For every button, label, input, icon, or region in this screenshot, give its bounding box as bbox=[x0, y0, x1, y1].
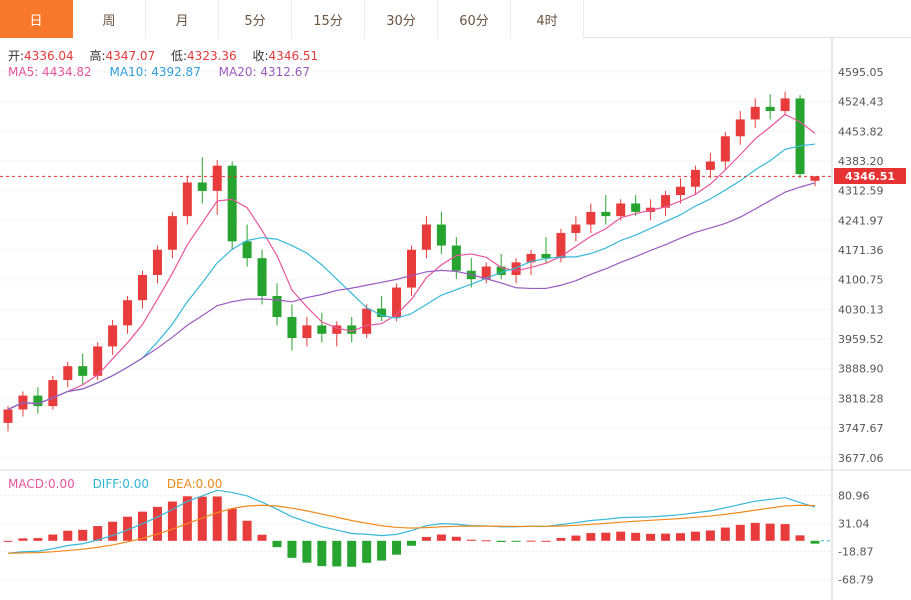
tab-day[interactable]: 日 bbox=[0, 0, 73, 38]
macd-histogram bbox=[3, 496, 820, 567]
price-axis-label: 3818.28 bbox=[838, 392, 884, 405]
price-axis-label: 4030.13 bbox=[838, 303, 884, 316]
macd-axis-label: 31.04 bbox=[838, 517, 870, 530]
price-axis-label: 4100.75 bbox=[838, 274, 884, 287]
chart-borders bbox=[0, 38, 911, 600]
tab-month[interactable]: 月 bbox=[146, 0, 219, 38]
open-label: 开: bbox=[8, 49, 25, 63]
macd-axis-label: 80.96 bbox=[838, 489, 870, 502]
macd-legend-value: MACD:0.00 bbox=[8, 477, 75, 491]
price-axis-label: 4453.82 bbox=[838, 125, 884, 138]
price-axis-label: 3677.06 bbox=[838, 452, 884, 465]
tab-15min[interactable]: 15分 bbox=[292, 0, 365, 38]
price-axis-label: 3888.90 bbox=[838, 363, 884, 376]
macd-lines bbox=[7, 489, 816, 554]
tab-5min[interactable]: 5分 bbox=[219, 0, 292, 38]
candles bbox=[3, 91, 820, 432]
tab-4hour[interactable]: 4时 bbox=[511, 0, 584, 38]
timeframe-tabs: 日 周 月 5分 15分 30分 60分 4时 bbox=[0, 0, 911, 38]
price-axis-label: 4241.97 bbox=[838, 214, 884, 227]
price-gridlines-and-axis: 4595.05 4524.43 4453.82 4383.20 4312.59 4241.… bbox=[0, 66, 884, 465]
low-value: 4323.36 bbox=[187, 49, 237, 63]
price-axis-label: 4524.43 bbox=[838, 96, 884, 109]
price-axis-label: 3959.52 bbox=[838, 333, 884, 346]
price-axis-label: 3747.67 bbox=[838, 422, 884, 435]
close-label: 收: bbox=[252, 49, 269, 63]
high-label: 高: bbox=[89, 49, 106, 63]
ohlc-legend: 开:4336.04 高:4347.07 低:4323.36 收:4346.51 bbox=[8, 47, 330, 64]
ma-legend: MA5: 4434.82 MA10: 4392.87 MA20: 4312.67 bbox=[8, 65, 310, 79]
macd-axis-label: -68.79 bbox=[838, 573, 873, 586]
ma10-legend-value: MA10: 4392.87 bbox=[109, 65, 201, 79]
macd-gridlines-and-axis: 80.96 31.04 -18.87 -68.79 bbox=[0, 489, 873, 586]
price-axis-label: 4312.59 bbox=[838, 185, 884, 198]
dea-legend-value: DEA:0.00 bbox=[166, 477, 223, 491]
price-axis-label: 4171.36 bbox=[838, 244, 884, 257]
macd-legend: MACD:0.00 DIFF:0.00 DEA:0.00 bbox=[8, 477, 222, 491]
macd-axis-label: -18.87 bbox=[838, 545, 873, 558]
close-value: 4346.51 bbox=[268, 49, 319, 63]
ma-lines bbox=[7, 113, 816, 411]
current-price-tag: 4346.51 bbox=[834, 168, 906, 185]
price-axis-label: 4595.05 bbox=[838, 66, 884, 79]
diff-legend-value: DIFF:0.00 bbox=[92, 477, 149, 491]
low-label: 低: bbox=[171, 49, 188, 63]
tab-30min[interactable]: 30分 bbox=[365, 0, 438, 38]
tab-60min[interactable]: 60分 bbox=[438, 0, 511, 38]
tab-week[interactable]: 周 bbox=[73, 0, 146, 38]
ma20-legend-value: MA20: 4312.67 bbox=[218, 65, 310, 79]
high-value: 4347.07 bbox=[105, 49, 156, 63]
ma5-legend-value: MA5: 4434.82 bbox=[8, 65, 92, 79]
price-axis-label: 4383.20 bbox=[838, 155, 884, 168]
open-value: 4336.04 bbox=[24, 49, 74, 63]
